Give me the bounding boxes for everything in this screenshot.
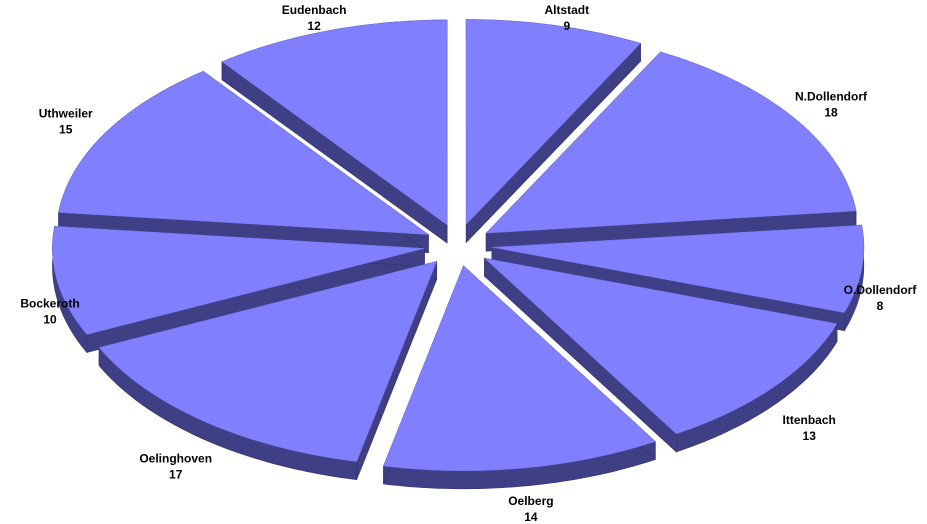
slice-altstadt xyxy=(465,19,641,226)
slice-oelberg xyxy=(383,265,656,472)
slice-value-oelberg: 14 xyxy=(524,510,538,524)
slice-uthweiler xyxy=(58,71,430,235)
slice-label-o-dollendorf: O.Dollendorf xyxy=(844,283,918,297)
slice-ittenbach xyxy=(483,257,838,435)
slice-value-o-dollendorf: 8 xyxy=(877,299,884,313)
slice-label-oelberg: Oelberg xyxy=(508,494,553,508)
slice-labels-layer: Altstadt 9 N.Dollendorf 18 O.Dollendorf 8 Itte… xyxy=(20,3,917,524)
slice-label-n-dollendorf: N.Dollendorf xyxy=(795,89,868,103)
slice-value-uthweiler: 15 xyxy=(59,123,73,137)
slice-value-oelinghoven: 17 xyxy=(169,467,183,481)
slice-o-dollendorf xyxy=(491,224,865,313)
slice-value-ittenbach: 13 xyxy=(803,429,817,443)
slice-label-eudenbach: Eudenbach xyxy=(282,3,347,17)
slice-value-eudenbach: 12 xyxy=(307,19,321,33)
slice-value-altstadt: 9 xyxy=(563,19,570,33)
slice-label-oelinghoven: Oelinghoven xyxy=(139,451,212,465)
slice-tops-layer xyxy=(52,19,865,472)
slice-value-n-dollendorf: 18 xyxy=(824,105,838,119)
slice-label-altstadt: Altstadt xyxy=(544,3,589,17)
slice-label-ittenbach: Ittenbach xyxy=(783,413,836,427)
slice-n-dollendorf xyxy=(485,51,857,234)
slice-bockeroth xyxy=(52,225,425,335)
slice-oelinghoven xyxy=(98,261,438,462)
slice-value-bockeroth: 10 xyxy=(43,313,57,327)
slice-label-uthweiler: Uthweiler xyxy=(39,107,93,121)
slice-label-bockeroth: Bockeroth xyxy=(20,297,79,311)
slice-eudenbach xyxy=(221,19,448,226)
